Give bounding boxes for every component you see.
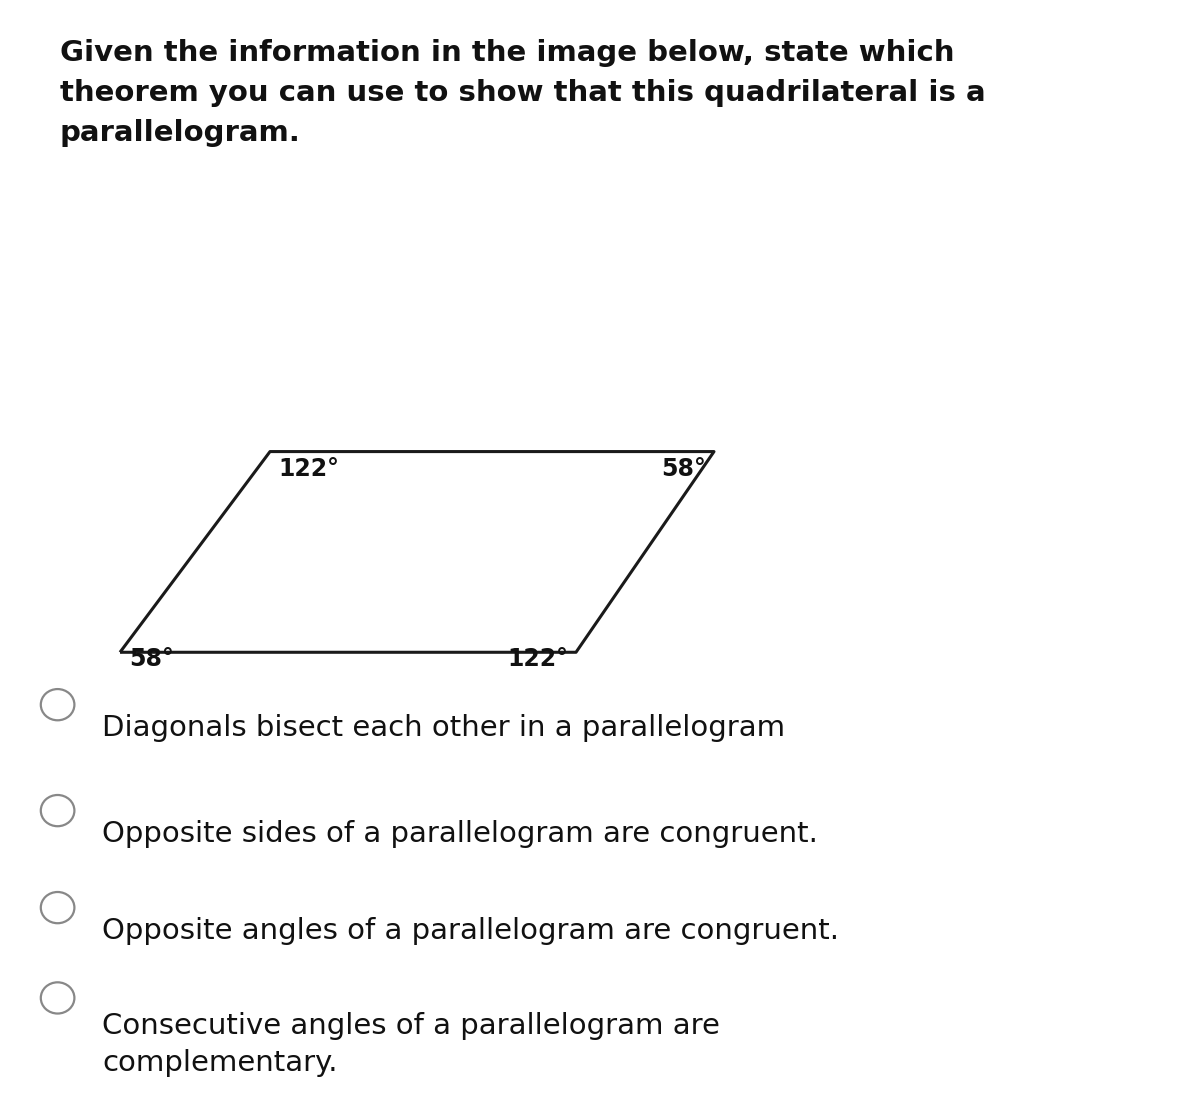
Text: Consecutive angles of a parallelogram are
complementary.: Consecutive angles of a parallelogram ar… <box>102 1012 720 1077</box>
Text: Opposite sides of a parallelogram are congruent.: Opposite sides of a parallelogram are co… <box>102 820 818 847</box>
Text: Given the information in the image below, state which
theorem you can use to sho: Given the information in the image below… <box>60 39 985 147</box>
Text: 58°: 58° <box>661 457 706 482</box>
Text: 122°: 122° <box>278 457 340 482</box>
Text: 58°: 58° <box>130 647 174 671</box>
Text: Opposite angles of a parallelogram are congruent.: Opposite angles of a parallelogram are c… <box>102 917 839 944</box>
Text: Diagonals bisect each other in a parallelogram: Diagonals bisect each other in a paralle… <box>102 714 785 741</box>
Text: 122°: 122° <box>508 647 569 671</box>
